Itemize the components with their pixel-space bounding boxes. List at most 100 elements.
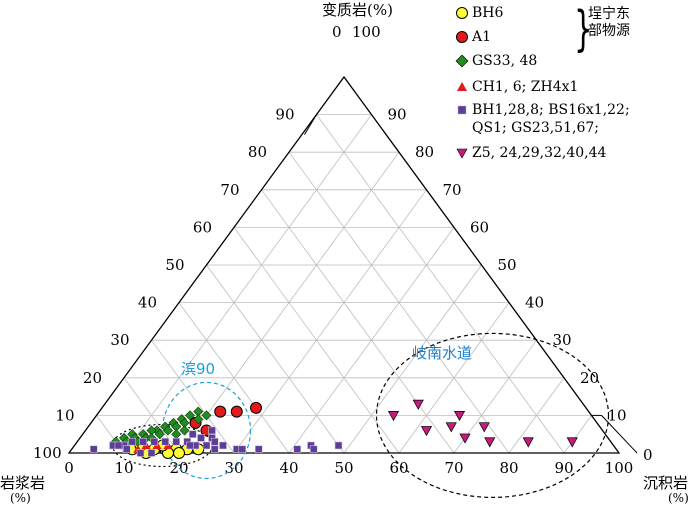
data-point-square (197, 434, 205, 442)
grid-line-igneous (261, 189, 455, 454)
right-axis-unit: (%) (668, 491, 689, 505)
left-tick-label: 80 (248, 143, 267, 161)
data-point-square (89, 445, 98, 454)
grid-line-sediment (343, 264, 482, 454)
grid-line-sediment (563, 415, 592, 454)
green-diamond-icon (452, 52, 472, 70)
data-point-square (172, 437, 181, 446)
data-point-triangle-down (478, 422, 490, 433)
grid-line-igneous (288, 151, 510, 454)
data-point-square (147, 449, 156, 457)
data-point-triangle-down (459, 433, 471, 444)
data-point-square (334, 441, 343, 450)
corner-top-left-label: 0 (332, 23, 342, 41)
grid-line-igneous (206, 264, 345, 454)
grid-lines (96, 114, 638, 454)
triangle-frame (67, 75, 621, 454)
data-point-square (210, 445, 219, 454)
bottom-tick-label: 60 (389, 459, 408, 477)
annotation-qinan: 岐南水道 (412, 344, 472, 362)
left-tick-label: 60 (193, 218, 212, 236)
corner-right-label: 0 (643, 446, 653, 464)
left-tick-label: 20 (83, 369, 102, 387)
legend: BH6 A1 GS33, 48 CH1, 6; ZH4x1 BH1,28,8; … (452, 2, 700, 182)
data-point-circle (230, 405, 243, 418)
bottom-tick-label: 90 (554, 459, 573, 477)
data-point-triangle-down (420, 426, 433, 437)
grid-line-sediment (233, 189, 427, 454)
data-point-circle (214, 405, 227, 418)
ellipse-qinan (375, 332, 610, 498)
brace-icon: } (574, 1, 593, 57)
bottom-tick-label: 0 (64, 459, 74, 477)
data-point-square (238, 445, 247, 454)
data-point-square (210, 437, 219, 446)
left-axis-label: 岩浆岩 (0, 474, 45, 492)
red-triangle-up-icon (452, 78, 472, 96)
tick-labels: 0 10 20 30 40 50 60 70 80 90 100 10 20 30 40 50 60 70 80 90… (55, 106, 633, 477)
data-point-square (208, 426, 216, 435)
bottom-tick-label: 70 (444, 459, 463, 477)
data-point-square (202, 441, 211, 450)
data-point-square (122, 445, 131, 454)
right-tick-label: 40 (525, 294, 544, 312)
data-point-square (150, 437, 159, 446)
right-tick-label: 80 (415, 143, 434, 161)
data-point-diamond (179, 425, 190, 436)
data-point-diamond (154, 429, 165, 440)
left-tick-label: 10 (55, 406, 74, 424)
legend-item-ch1: CH1, 6; ZH4x1 (452, 78, 578, 96)
data-point-diamond (193, 414, 204, 425)
right-tick-label: 50 (498, 256, 517, 274)
data-point-triangle-down (453, 411, 466, 422)
grid-line-igneous (123, 377, 180, 454)
left-tick-label: 30 (110, 331, 129, 349)
data-point-triangle-down (566, 437, 578, 448)
bottom-tick-label: 10 (114, 459, 133, 477)
left-tick-label: 90 (275, 106, 294, 124)
data-point-square (186, 441, 194, 450)
data-point-diamond (162, 425, 174, 436)
ellipse-bin90 (161, 381, 252, 480)
data-point-triangle-down (412, 399, 424, 410)
legend-item-gs33: GS33, 48 (452, 52, 537, 70)
grid-line-igneous (178, 302, 290, 454)
bottom-tick-label: 100 (605, 459, 634, 477)
left-tick-label: 40 (138, 294, 157, 312)
data-points (89, 399, 578, 459)
data-point-circle (173, 447, 185, 459)
right-tick-label: 30 (553, 331, 572, 349)
left-axis-unit: (%) (10, 491, 31, 505)
purple-square-icon (452, 101, 472, 119)
legend-item-z5: Z5, 24,29,32,40,44 (452, 144, 606, 162)
data-point-square (161, 437, 170, 446)
data-point-diamond (201, 410, 212, 421)
right-tick-label: 70 (443, 181, 462, 199)
grid-line-igneous (151, 339, 235, 454)
legend-item-bh1: BH1,28,8; BS16x1,22; QS1; GS23,51,67; (452, 101, 630, 137)
data-point-triangle-down (522, 437, 534, 448)
legend-item-bh6: BH6 (452, 4, 503, 22)
data-point-square (293, 445, 302, 454)
grid-line-sediment (123, 114, 372, 454)
yellow-circle-icon (452, 4, 472, 22)
data-point-square (219, 441, 227, 450)
data-point-square (128, 437, 137, 446)
magenta-triangle-down-icon (452, 144, 472, 162)
data-point-triangle-down (387, 411, 400, 422)
bottom-tick-label: 40 (279, 459, 298, 477)
bottom-tick-label: 20 (169, 459, 188, 477)
annotation-bin90: 滨90 (181, 360, 215, 378)
data-point-triangle-down (445, 422, 457, 433)
data-point-triangle-down (484, 437, 496, 448)
right-tick-label: 20 (580, 369, 599, 387)
data-point-circle (250, 401, 262, 414)
corner-top-right-label: 100 (352, 23, 381, 41)
legend-group-label: 埕宁东 部物源 (588, 6, 630, 39)
data-point-square (114, 441, 123, 450)
data-point-square (136, 449, 145, 457)
data-point-square (254, 445, 263, 454)
data-point-square (139, 437, 148, 446)
grid-line-igneous (316, 114, 565, 454)
